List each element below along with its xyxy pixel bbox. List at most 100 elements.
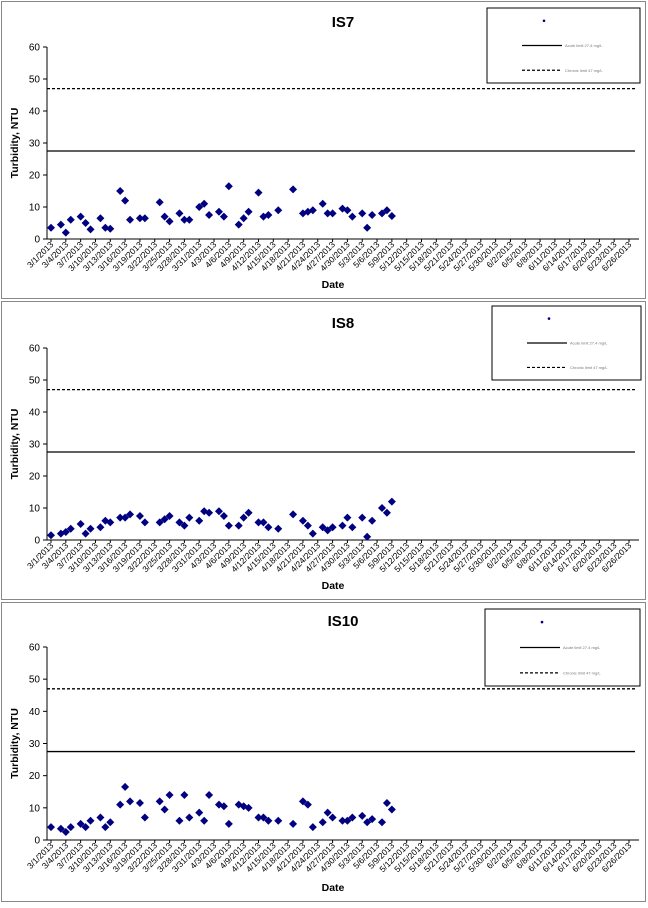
data-point <box>56 529 65 538</box>
data-point <box>274 524 283 533</box>
data-point <box>175 518 184 527</box>
y-tick-label: 30 <box>29 440 41 451</box>
data-point <box>126 797 135 806</box>
data-point <box>358 513 367 522</box>
y-tick-label: 0 <box>34 836 40 847</box>
data-point <box>135 214 144 223</box>
data-point <box>175 209 184 218</box>
data-point <box>348 813 357 822</box>
data-point <box>135 799 144 808</box>
legend-label: Acute limit 27.4 mg/L <box>565 43 603 48</box>
data-point <box>318 199 327 208</box>
data-point <box>66 823 75 832</box>
data-point <box>200 507 209 516</box>
data-point <box>224 819 233 828</box>
data-point <box>140 518 149 527</box>
data-point <box>200 816 209 825</box>
data-point <box>348 523 357 532</box>
legend-box <box>484 608 641 687</box>
data-point <box>234 521 243 530</box>
data-point <box>264 816 273 825</box>
data-point <box>106 518 115 527</box>
data-point <box>363 818 372 827</box>
data-point <box>264 523 273 532</box>
data-point <box>205 211 214 219</box>
data-point <box>96 813 105 822</box>
data-point <box>195 808 204 817</box>
data-point <box>298 797 307 806</box>
y-tick-label: 40 <box>29 707 41 718</box>
data-point <box>195 516 204 525</box>
data-point <box>234 800 243 809</box>
data-point <box>338 521 347 530</box>
data-point <box>121 782 130 791</box>
chart-panel-is7: IS7 Turbidity, NTU Date 0 10 20 30 40 50 60 3/1/20… <box>1 1 646 299</box>
data-point <box>219 512 228 520</box>
data-point <box>377 818 386 827</box>
data-point <box>116 513 125 522</box>
data-point <box>358 209 367 218</box>
y-tick-label: 30 <box>29 739 41 750</box>
y-axis-label: Turbidity, NTU <box>9 409 21 480</box>
y-tick-label: 20 <box>29 771 41 782</box>
data-point <box>155 797 164 806</box>
data-point <box>195 203 204 211</box>
data-point <box>66 524 75 533</box>
data-point <box>318 523 327 532</box>
data-point <box>308 206 317 215</box>
data-point <box>106 224 115 233</box>
data-point <box>234 220 243 229</box>
data-point <box>254 188 263 197</box>
data-point <box>387 211 396 220</box>
data-point <box>368 815 377 824</box>
y-tick-label: 50 <box>29 376 41 387</box>
data-point <box>264 211 273 219</box>
data-point <box>348 212 357 221</box>
y-tick-label: 20 <box>29 472 41 483</box>
data-point <box>81 529 90 538</box>
data-point <box>368 516 377 525</box>
data-point <box>121 513 130 522</box>
data-point <box>239 214 248 223</box>
legend-label: Chronic limit 47 mg/L <box>565 68 603 73</box>
legend-label: Acute limit 27.4 mg/L <box>563 645 601 650</box>
legend-label: Chronic limit 47 mg/L <box>563 670 601 675</box>
data-point <box>244 508 253 517</box>
chart-panel-is10: IS10 Turbidity, NTU Date 0 10 20 30 40 50 60 3/1/2… <box>1 602 646 902</box>
data-point <box>56 824 65 833</box>
data-point <box>298 516 307 525</box>
data-point <box>86 816 95 825</box>
x-axis-label: Date <box>322 279 345 291</box>
data-point <box>377 209 386 218</box>
data-point <box>140 214 149 223</box>
data-point <box>180 521 189 530</box>
data-point <box>160 212 169 221</box>
y-tick-label: 0 <box>34 536 40 547</box>
data-point <box>328 209 337 218</box>
data-point <box>363 532 372 541</box>
data-point <box>343 206 352 215</box>
data-point <box>200 199 209 208</box>
data-point <box>303 800 312 809</box>
data-point <box>205 790 214 799</box>
data-point <box>308 823 317 832</box>
data-point <box>323 209 332 218</box>
chart-title: IS7 <box>332 14 355 31</box>
data-point <box>387 805 396 814</box>
data-point <box>165 512 174 520</box>
data-point <box>289 510 298 519</box>
legend-box <box>486 7 641 84</box>
y-tick-label: 10 <box>29 504 41 515</box>
data-point <box>116 187 125 195</box>
data-point <box>76 819 85 828</box>
data-point <box>86 225 95 234</box>
data-point <box>244 803 253 812</box>
data-point <box>308 529 317 538</box>
y-tick-label: 10 <box>29 203 41 214</box>
legend-marker-icon <box>547 317 551 320</box>
data-point <box>382 206 391 215</box>
data-point <box>47 223 55 232</box>
